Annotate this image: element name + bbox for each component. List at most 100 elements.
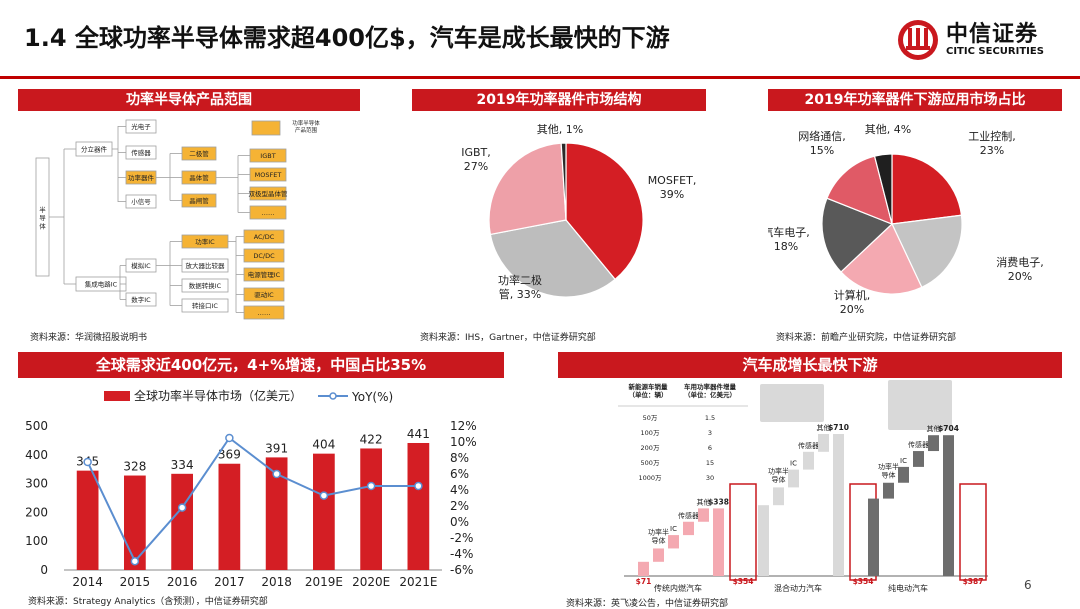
- tree-analog-0-label: 功率IC: [195, 237, 215, 246]
- citic-logo-icon: [898, 20, 938, 60]
- waterfall-step-bar: [773, 487, 784, 506]
- table-header-sales: 新能源车销量（单位：辆）: [629, 382, 669, 399]
- pie-label-3: 其他, 1%: [537, 123, 583, 136]
- citic-logo: 中信证券 CITIC SECURITIES: [896, 16, 1066, 64]
- waterfall-start-bar: [638, 561, 649, 576]
- bar-value-label: 404: [312, 438, 335, 452]
- waterfall-step-bar: [803, 451, 814, 470]
- ev-chassis-image: [888, 380, 952, 430]
- bar-value-label: 391: [265, 441, 288, 455]
- panel-title-auto-growth: 汽车成增长最快下游: [558, 352, 1062, 378]
- pie-slice-1: [489, 219, 616, 298]
- table-header-increment: 车用功率器件增量（单位：亿美元）: [684, 382, 737, 399]
- tree-transistor-0-label: IGBT: [260, 152, 275, 160]
- y2-tick-label: 6%: [450, 467, 469, 481]
- pie-slice-3: [821, 197, 894, 273]
- panel-title-downstream-share: 2019年功率器件下游应用市场占比: [768, 89, 1062, 111]
- tree-power-ic-2-label: 电源管理IC: [248, 270, 281, 279]
- yoy-point-2014: [83, 457, 92, 467]
- page-title: 1.4 全球功率半导体需求超400亿$，汽车是成长最快的下游: [24, 24, 670, 52]
- tree-power-ic-0-label: AC/DC: [254, 233, 275, 241]
- y2-tick-label: 2%: [450, 499, 469, 513]
- logo-chinese-text: 中信证券: [946, 22, 1039, 47]
- pie-slice-5: [873, 153, 893, 225]
- waterfall-highlight-label: $354: [853, 577, 874, 586]
- waterfall-total-bar: [833, 434, 844, 576]
- pie-slice-0: [565, 142, 644, 281]
- waterfall-step-label: 功率半导体: [768, 466, 789, 484]
- legend-line-label: YoY(%): [351, 390, 393, 404]
- bar-value-label: 369: [218, 448, 241, 462]
- table-cell-sales: 1000万: [638, 474, 662, 482]
- table-cell-increment: 6: [708, 444, 712, 452]
- x-tick-label: 2014: [72, 575, 103, 589]
- source-global-demand: 资料来源：Strategy Analytics（含预测），中信证券研究部: [28, 597, 268, 607]
- waterfall-total-label: $710: [828, 423, 849, 432]
- tree-transistor-2-label: 双极型晶体管: [249, 189, 289, 198]
- bar-2017: [218, 463, 241, 570]
- tree-power-diode-label: 二极管: [189, 149, 209, 158]
- waterfall-step-bar: [668, 535, 679, 549]
- y-tick-label: 200: [25, 505, 48, 519]
- waterfall-step-label: 功率半导体: [648, 527, 669, 545]
- table-cell-increment: 15: [706, 459, 714, 467]
- y2-tick-label: 0%: [450, 515, 469, 529]
- waterfall-step-bar: [883, 482, 894, 499]
- waterfall-step-label: 其他: [817, 423, 831, 432]
- x-tick-label: 2017: [214, 575, 245, 589]
- waterfall-step-label: 传感器: [798, 441, 819, 450]
- bar-2020E: [360, 448, 382, 570]
- waterfall-step-bar: [913, 451, 924, 467]
- waterfall-highlight-box: [959, 483, 987, 581]
- waterfall-step-bar: [818, 434, 829, 452]
- auto-growth-chart: 新能源车销量（单位：辆） 车用功率器件增量（单位：亿美元） 50万 1.5 100万 3 2…: [618, 380, 988, 593]
- pie-slice-2: [488, 142, 567, 236]
- panel-title-global-demand: 全球需求近400亿元，4+%增速，中国占比35%: [18, 352, 504, 378]
- bar-value-label: 328: [123, 460, 146, 474]
- pie-label-0: MOSFET, 39%: [648, 174, 697, 201]
- bar-value-label: 334: [171, 458, 194, 472]
- bar-2019E: [313, 453, 335, 570]
- yoy-point-2018: [272, 469, 281, 479]
- pie-slice-1: [891, 214, 963, 289]
- pie-label-0: 工业控制, 23%: [968, 129, 1016, 157]
- waterfall-step-label: 功率半导体: [878, 462, 899, 480]
- y2-tick-label: 10%: [450, 435, 477, 449]
- x-tick-label: 2020E: [352, 575, 390, 589]
- tree-root-label: 半导体: [39, 205, 46, 230]
- yoy-point-2020E: [366, 481, 376, 491]
- global-demand-chart: 全球功率半导体市场（亿美元） YoY(%) 0 100 200 300 400 500 -6% -…: [25, 388, 477, 589]
- waterfall-total-bar: [713, 508, 724, 576]
- tree-analog-1-label: 放大器比较器: [186, 261, 226, 270]
- tree-power-transistor-label: 晶体管: [189, 173, 209, 182]
- waterfall-highlight-box: [729, 483, 757, 581]
- legend-bar-swatch: [104, 391, 130, 401]
- tree-transistor-1-label: MOSFET: [255, 171, 282, 179]
- pie-label-1: 功率二极管, 33%: [498, 273, 542, 301]
- y2-tick-label: -4%: [450, 547, 473, 561]
- pie-label-4: 网络通信, 15%: [798, 129, 846, 157]
- downstream-share-pie: 工业控制,23% 消费电子,20% 计算机,20% 汽车电子,18% 网络通信,15% 其…: [768, 123, 1044, 316]
- y-tick-label: 400: [25, 448, 48, 462]
- tree-power-device-label: 功率器件: [128, 173, 155, 182]
- waterfall-group-name: 纯电动汽车: [888, 583, 928, 593]
- waterfall-step-bar: [698, 508, 709, 522]
- logo-english-text: CITIC SECURITIES: [946, 46, 1044, 57]
- waterfall-step-label: IC: [900, 457, 907, 465]
- source-downstream-share: 资料来源：前瞻产业研究院，中信证券研究部: [776, 333, 957, 343]
- panel-title-product-scope: 功率半导体产品范围: [18, 89, 360, 111]
- waterfall-highlight-label: $387: [963, 577, 984, 586]
- tree-analog-3-label: 转接口IC: [192, 301, 218, 310]
- table-cell-increment: 30: [706, 474, 714, 482]
- waterfall-step-bar: [788, 469, 799, 488]
- car-chassis-image: [760, 384, 824, 422]
- waterfall-total-bar: [943, 435, 954, 576]
- panel-title-market-structure: 2019年功率器件市场结构: [412, 89, 706, 111]
- bar-value-label: 422: [360, 432, 383, 446]
- yoy-point-2019E: [319, 491, 329, 500]
- waterfall-step-label: 其他: [697, 497, 711, 506]
- y-tick-label: 300: [25, 477, 48, 491]
- y2-tick-label: -2%: [450, 531, 473, 545]
- tree-analog-ic-label: 模拟IC: [131, 261, 151, 270]
- waterfall-step-label: 传感器: [908, 440, 929, 449]
